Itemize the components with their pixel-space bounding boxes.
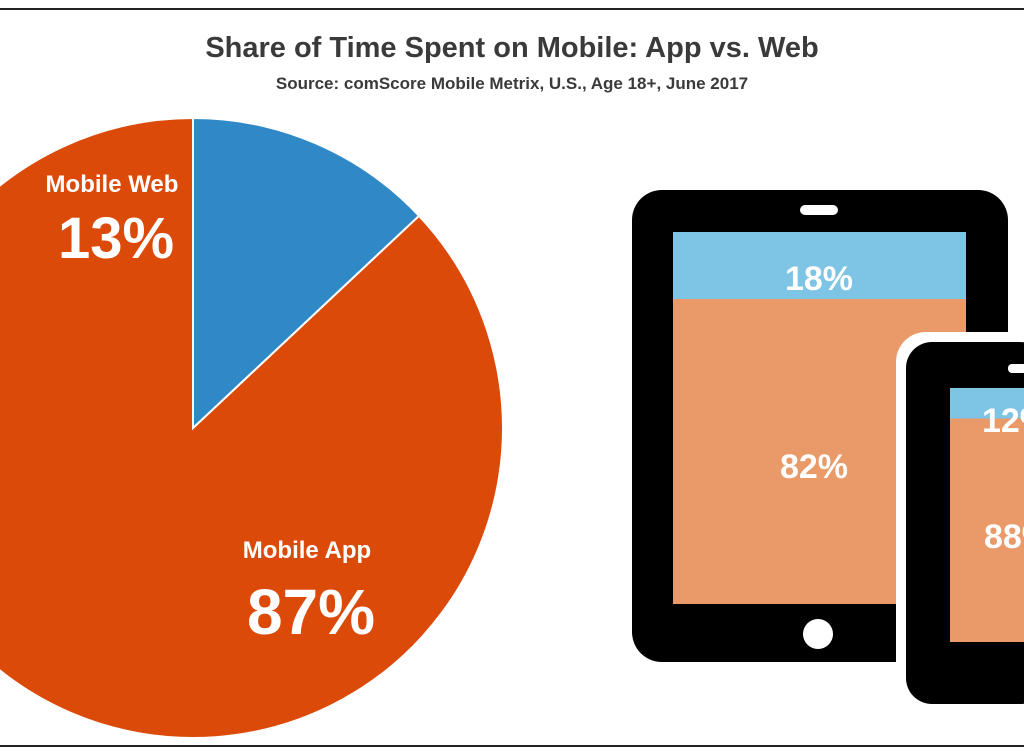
tablet-home-button	[803, 619, 833, 649]
smartphone-speaker	[1008, 364, 1024, 373]
tablet-camera	[800, 205, 838, 215]
tablet-label-mobile-app: 82%	[780, 448, 848, 486]
smartphone-device: 12% 88%	[896, 332, 1024, 722]
pie-label-mobile-web-value: 13%	[58, 206, 174, 271]
bottom-border	[0, 745, 1024, 747]
smartphone-label-mobile-app: 88%	[984, 518, 1024, 556]
pie-label-mobile-web-name: Mobile Web	[46, 171, 179, 198]
smartphone-label-mobile-web: 12%	[982, 402, 1024, 440]
pie-label-mobile-app-name: Mobile App	[243, 537, 371, 564]
tablet-label-mobile-web: 18%	[785, 260, 853, 298]
smartphone-bar-mobile-web	[950, 388, 1024, 419]
smartphone-bar-mobile-app	[950, 418, 1024, 642]
chart-subtitle: Source: comScore Mobile Metrix, U.S., Ag…	[275, 74, 749, 93]
tablet-bar-mobile-web	[673, 232, 966, 299]
pie-chart: Mobile Web 13% Mobile App 87%	[0, 116, 505, 739]
chart-title: Share of Time Spent on Mobile: App vs. W…	[205, 32, 819, 64]
pie-label-mobile-app-value: 87%	[247, 576, 375, 648]
pie-slice-mobile-app	[0, 116, 505, 739]
pie-slice-mobile-web	[192, 116, 421, 431]
top-border	[0, 8, 1024, 10]
